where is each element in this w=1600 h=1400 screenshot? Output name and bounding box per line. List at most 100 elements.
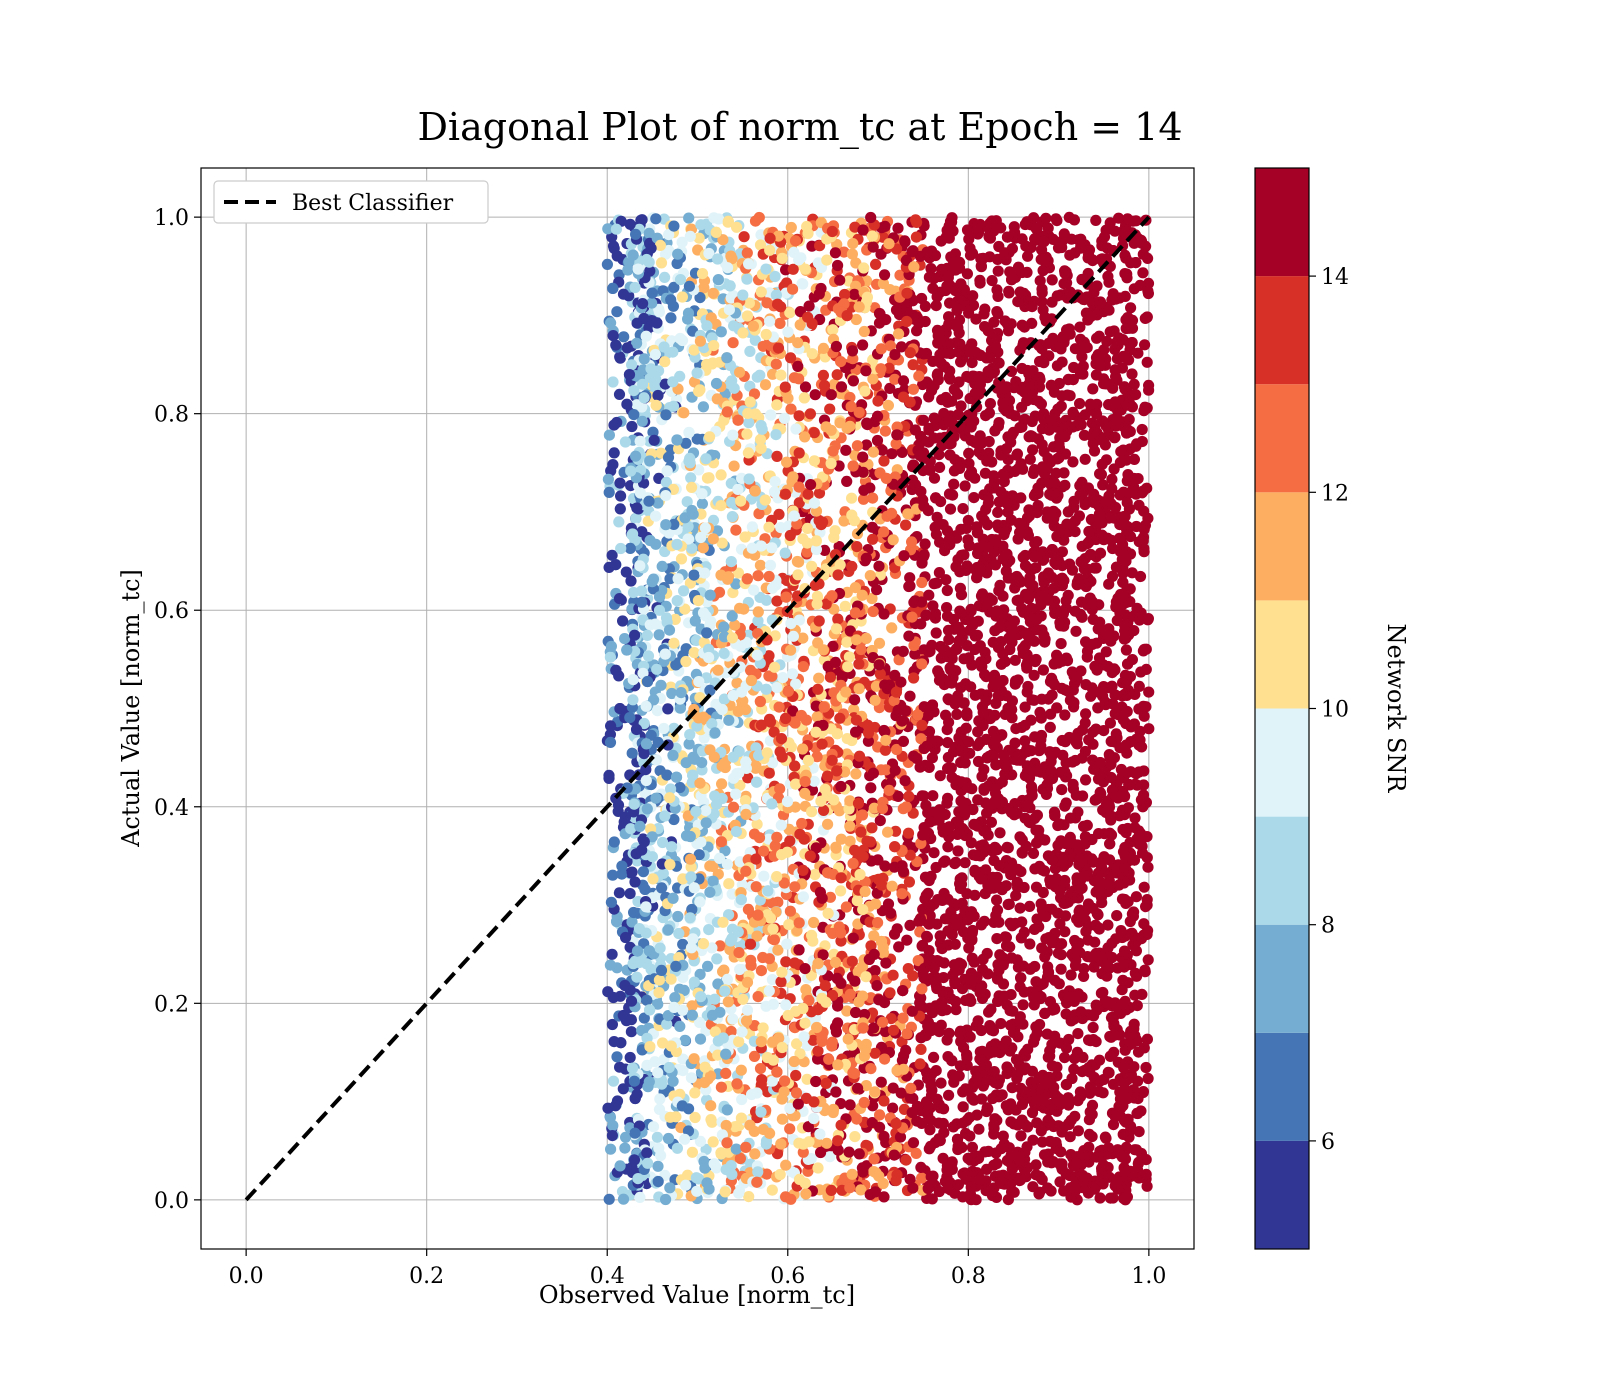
scatter-point: [773, 508, 785, 520]
scatter-point: [925, 1171, 937, 1183]
scatter-point: [838, 246, 850, 258]
scatter-point: [1079, 717, 1091, 729]
scatter-point: [853, 750, 866, 762]
scatter-point: [1103, 304, 1115, 316]
scatter-point: [933, 567, 946, 579]
scatter-point: [699, 1077, 711, 1089]
scatter-point: [977, 252, 989, 264]
scatter-point: [1006, 429, 1018, 441]
scatter-point: [884, 987, 896, 999]
scatter-point: [1078, 963, 1090, 975]
scatter-point: [806, 348, 818, 360]
scatter-point: [814, 240, 826, 252]
scatter-point: [867, 605, 879, 618]
scatter-point: [907, 1137, 920, 1149]
scatter-point: [799, 381, 812, 393]
scatter-point: [825, 389, 837, 401]
scatter-point: [683, 212, 695, 224]
scatter-point: [1134, 279, 1146, 291]
scatter-point: [607, 240, 620, 252]
scatter-point: [964, 1130, 976, 1142]
scatter-point: [989, 425, 1001, 437]
scatter-point: [744, 345, 756, 357]
scatter-point: [897, 1012, 909, 1024]
scatter-point: [885, 907, 897, 919]
scatter-point: [877, 277, 890, 290]
scatter-point: [679, 1034, 691, 1046]
scatter-point: [1087, 383, 1099, 395]
scatter-point: [667, 346, 679, 358]
scatter-point: [820, 598, 832, 610]
scatter-point: [1066, 564, 1079, 576]
scatter-point: [677, 1004, 689, 1016]
scatter-point: [884, 382, 896, 394]
scatter-point: [1059, 479, 1071, 491]
scatter-point: [988, 1066, 1000, 1078]
scatter-point: [952, 409, 964, 421]
scatter-point: [1099, 1131, 1111, 1143]
scatter-point: [771, 595, 783, 607]
scatter-point: [694, 1135, 707, 1147]
scatter-point: [715, 500, 727, 512]
scatter-point: [1124, 915, 1136, 928]
scatter-point: [840, 686, 852, 698]
scatter-point: [787, 471, 799, 483]
scatter-point: [743, 1191, 755, 1203]
scatter-point: [1138, 881, 1150, 893]
scatter-point: [810, 535, 823, 547]
scatter-point: [1024, 802, 1036, 814]
scatter-point: [804, 408, 817, 420]
scatter-point: [885, 1013, 897, 1025]
scatter-point: [1035, 740, 1047, 752]
scatter-point: [647, 873, 659, 885]
scatter-point: [715, 836, 728, 848]
scatter-point: [824, 1151, 836, 1163]
scatter-point: [903, 790, 915, 803]
scatter-point: [1107, 542, 1119, 555]
scatter-point: [874, 1109, 886, 1121]
scatter-point: [879, 1025, 891, 1038]
scatter-point: [675, 553, 688, 565]
scatter-point: [723, 878, 735, 890]
scatter-point: [637, 866, 650, 878]
scatter-point: [835, 833, 847, 845]
scatter-point: [874, 815, 886, 827]
scatter-point: [761, 1168, 773, 1180]
scatter-point: [910, 479, 922, 491]
scatter-point: [923, 589, 935, 601]
scatter-point: [706, 1116, 718, 1128]
scatter-point: [844, 820, 856, 832]
scatter-point: [800, 984, 812, 996]
scatter-point: [1019, 735, 1031, 747]
scatter-point: [622, 264, 634, 276]
scatter-point: [615, 542, 627, 555]
scatter-point: [931, 291, 943, 303]
scatter-point: [742, 903, 755, 916]
scatter-point: [713, 586, 726, 598]
scatter-point: [992, 356, 1004, 369]
scatter-point: [1086, 603, 1098, 616]
scatter-point: [941, 602, 953, 614]
scatter-point: [1016, 916, 1028, 928]
scatter-point: [813, 615, 825, 627]
scatter-point: [841, 475, 853, 487]
scatter-point: [677, 972, 689, 984]
scatter-point: [957, 1101, 969, 1113]
scatter-point: [640, 330, 652, 342]
scatter-point: [778, 412, 791, 424]
scatter-point: [694, 968, 706, 981]
scatter-point: [679, 603, 691, 615]
scatter-point: [630, 513, 642, 525]
scatter-point: [956, 983, 969, 995]
scatter-point: [676, 236, 688, 248]
scatter-point: [809, 389, 821, 401]
scatter-point: [727, 587, 739, 599]
scatter-point: [906, 1107, 918, 1119]
scatter-point: [754, 559, 767, 571]
scatter-point: [1041, 1028, 1053, 1040]
scatter-point: [867, 241, 879, 253]
scatter-point: [611, 1051, 623, 1063]
scatter-point: [651, 1131, 664, 1143]
scatter-point: [1017, 643, 1029, 655]
scatter-point: [994, 827, 1006, 839]
